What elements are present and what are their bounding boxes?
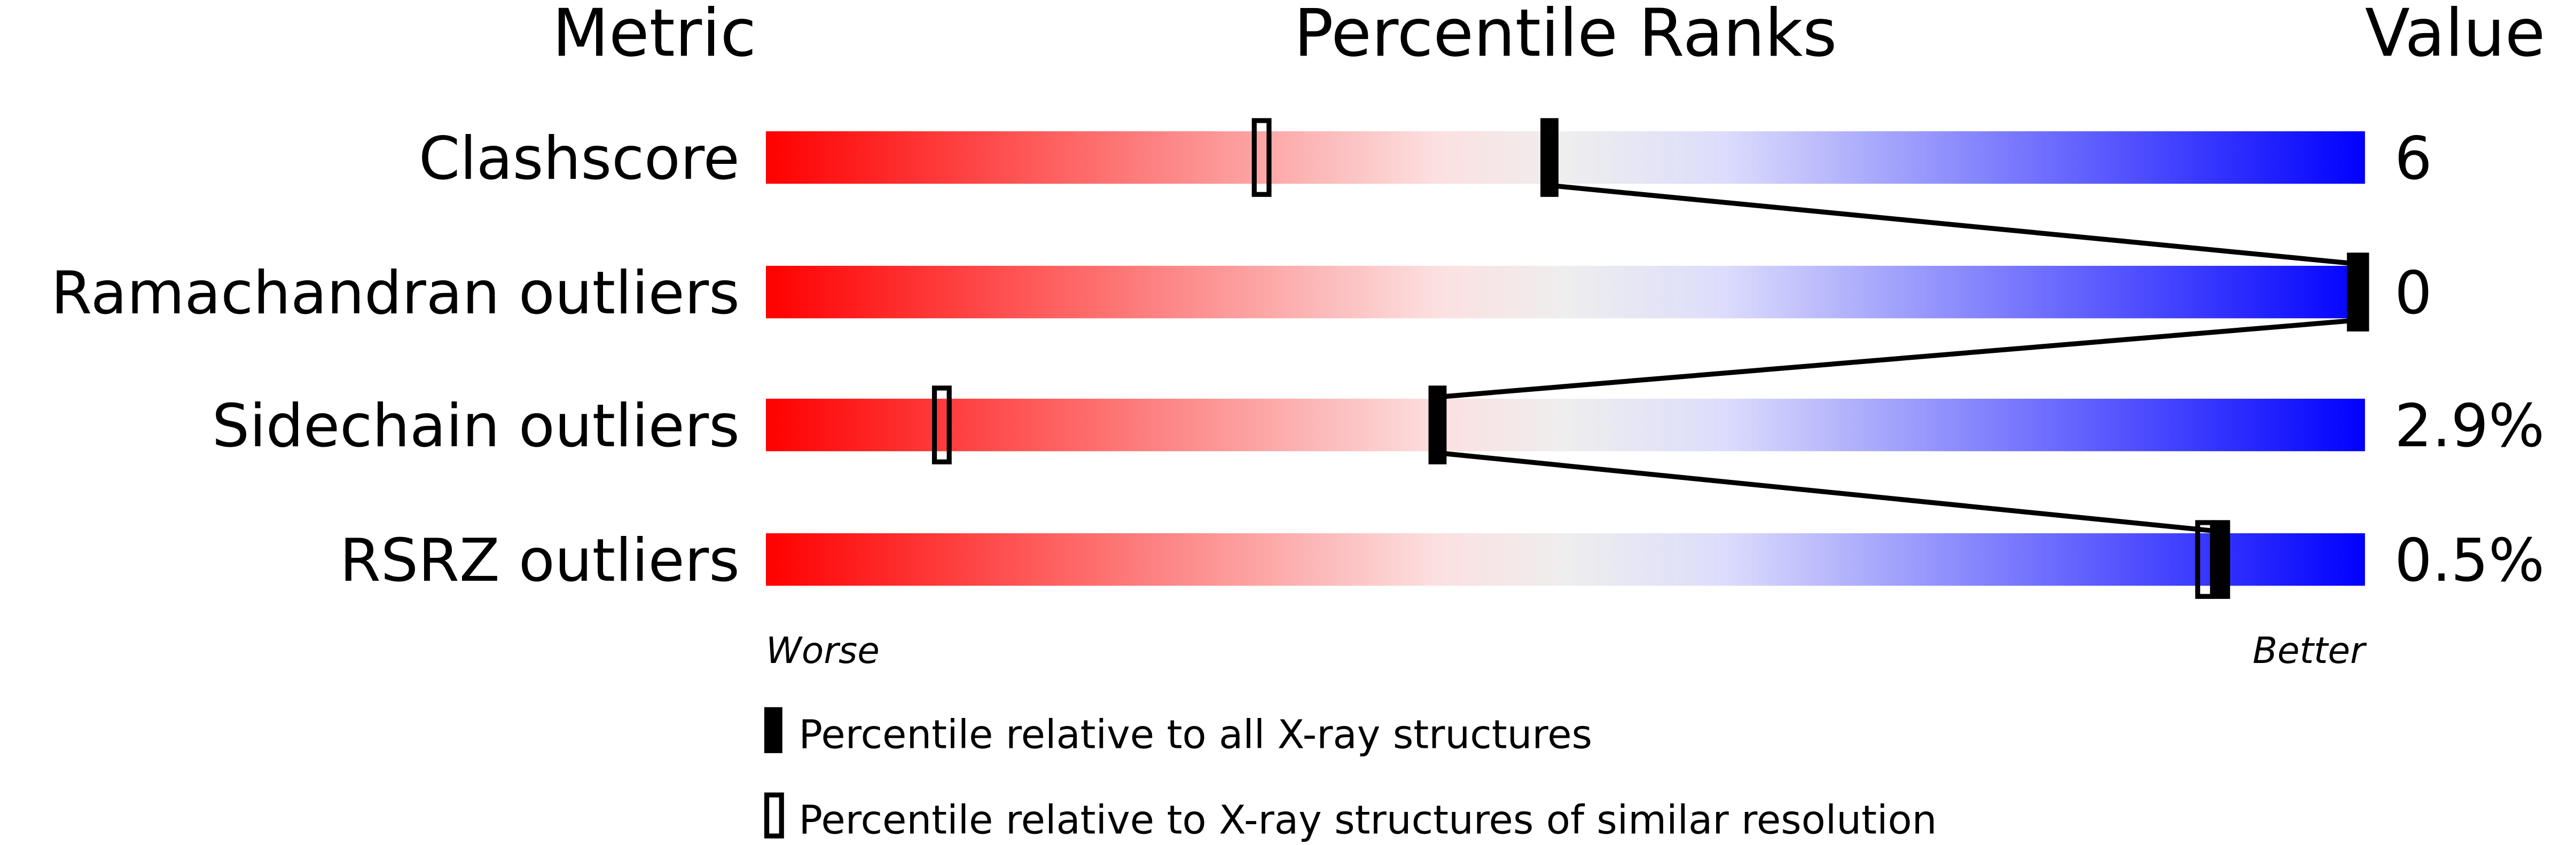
similar-resolution-marker — [1251, 118, 1272, 197]
header-value: Value — [2365, 0, 2546, 72]
metric-row: Clashscore 6 — [419, 118, 2432, 197]
percentile-bar — [766, 131, 2365, 184]
percentile-link-line — [1437, 450, 2221, 534]
header-percentile-ranks: Percentile Ranks — [1294, 0, 1837, 72]
percentile-link-line — [1549, 183, 2361, 267]
metric-value: 0.5% — [2394, 526, 2544, 595]
scale-better-label: Better — [2253, 629, 2368, 672]
legend-all-label: Percentile relative to all X-ray structu… — [799, 713, 1593, 758]
metric-row: Sidechain outliers 2.9% — [212, 385, 2544, 464]
legend-filled-marker — [764, 707, 782, 753]
metric-label: RSRZ outliers — [340, 526, 740, 595]
legend-hollow-marker — [764, 792, 784, 839]
metric-row: Ramachandran outliers 0 — [51, 252, 2432, 331]
percentile-link-line — [1437, 317, 2361, 400]
similar-resolution-marker — [931, 385, 952, 464]
metric-label: Clashscore — [419, 124, 740, 193]
percentile-bar — [766, 398, 2365, 452]
metric-value: 6 — [2394, 124, 2432, 193]
scale-worse-label: Worse — [766, 629, 880, 672]
percentile-bar — [766, 533, 2365, 586]
metric-value: 2.9% — [2394, 392, 2544, 461]
metric-row: RSRZ outliers 0.5% — [340, 520, 2544, 599]
percentile-bar — [766, 265, 2365, 319]
header-metric: Metric — [552, 0, 756, 72]
metric-label: Ramachandran outliers — [51, 259, 739, 328]
legend-similar-label: Percentile relative to X-ray structures … — [799, 797, 1937, 843]
metric-value: 0 — [2394, 259, 2432, 328]
metric-label: Sidechain outliers — [212, 392, 740, 461]
